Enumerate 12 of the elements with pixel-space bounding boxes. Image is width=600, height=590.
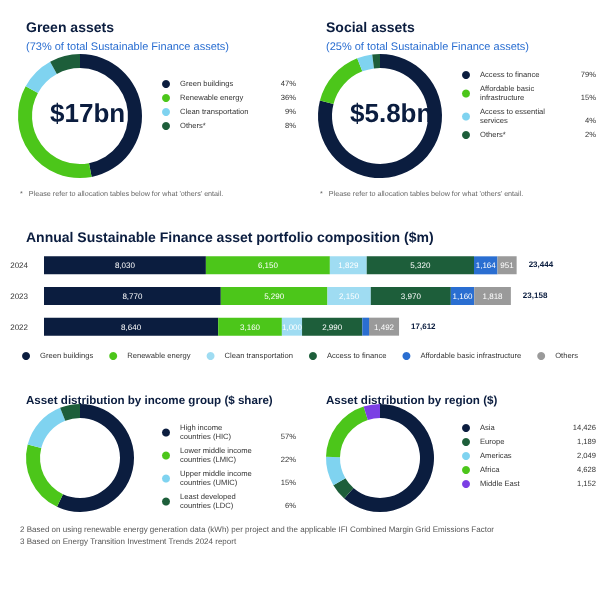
bar [218, 317, 282, 336]
bar [44, 317, 219, 336]
bar [327, 287, 371, 305]
bar [370, 287, 451, 305]
bar [220, 287, 328, 305]
bar [44, 256, 206, 275]
bar [205, 256, 330, 275]
bar [362, 317, 369, 336]
bar [302, 317, 363, 336]
bar [366, 256, 474, 275]
bar [44, 287, 221, 305]
text: $17bn [50, 98, 126, 128]
